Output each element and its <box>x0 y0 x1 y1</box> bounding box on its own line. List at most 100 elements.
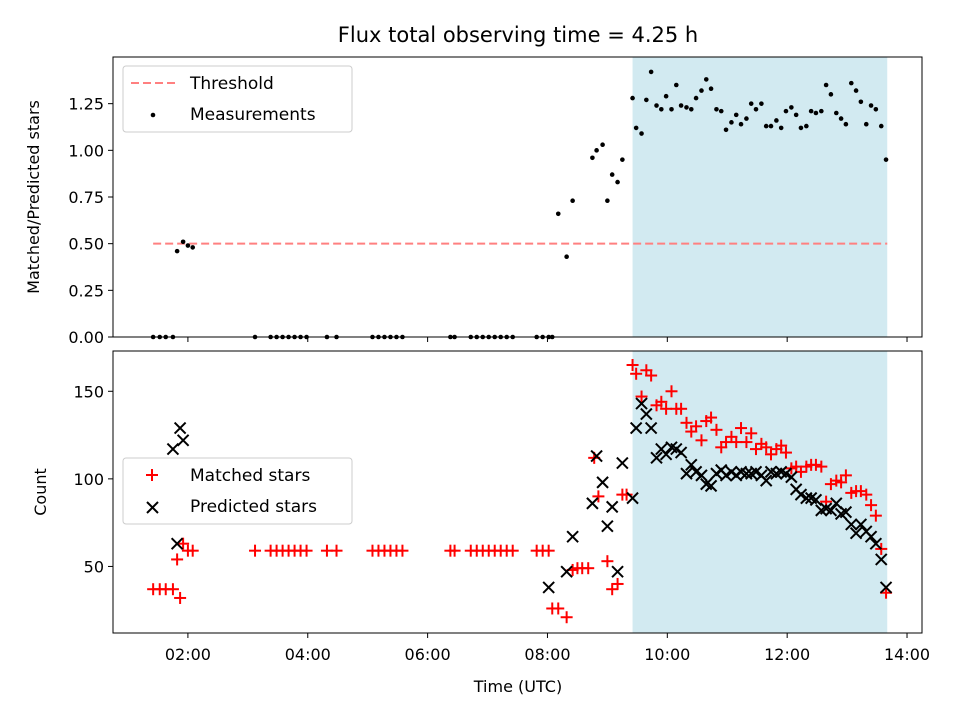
predicted-point-b <box>605 500 619 514</box>
measurement-point <box>783 108 789 114</box>
matched-point <box>542 544 555 557</box>
matched-point <box>735 422 748 435</box>
matched-point <box>655 395 668 408</box>
matched-point <box>730 436 743 449</box>
measurement-point <box>659 106 664 112</box>
predicted-point-b <box>560 565 573 578</box>
matched-point <box>506 544 519 557</box>
predicted-point-b <box>170 537 184 550</box>
predicted-point-b <box>864 530 878 543</box>
measurement-point <box>858 99 864 105</box>
matched-point <box>249 544 262 557</box>
matched-point <box>835 476 848 489</box>
measurement-point <box>190 245 196 250</box>
measurement-point <box>793 112 799 118</box>
predicted-point-b <box>719 469 733 482</box>
measurement-point <box>620 157 625 162</box>
bottom-legend-box <box>122 457 353 525</box>
x-tick-label: 02:00 <box>165 645 211 664</box>
predicted-point <box>685 458 698 472</box>
predicted-point <box>650 451 663 465</box>
legend-matched-label: Matched stars <box>190 466 310 486</box>
measurement-point <box>774 118 779 123</box>
top-observing-window <box>632 57 888 337</box>
predicted-point <box>845 518 858 531</box>
matched-point <box>592 490 605 503</box>
measurement-point <box>674 82 679 88</box>
predicted-point-b <box>879 581 893 594</box>
measurement-point <box>768 123 774 129</box>
predicted-point-b <box>704 479 718 493</box>
matched-point <box>764 448 777 461</box>
predicted-point <box>875 553 888 566</box>
matched-point <box>166 583 179 596</box>
matched-point <box>300 544 313 557</box>
predicted-point-b <box>819 502 833 515</box>
matched-point <box>680 416 693 429</box>
top-y-tick-label: 0.25 <box>68 281 104 300</box>
predicted-point <box>640 407 653 421</box>
matched-point <box>635 390 648 403</box>
matched-point <box>606 583 619 596</box>
top-y-axis-label: Matched/Predicted stars <box>24 100 43 294</box>
measurement-point <box>663 93 669 99</box>
predicted-point <box>616 456 629 470</box>
measurement-point <box>669 106 674 112</box>
predicted-point-b <box>774 465 788 479</box>
measurement-point <box>804 123 809 129</box>
predicted-point-b <box>640 407 653 421</box>
predicted-point <box>749 465 763 479</box>
predicted-point <box>785 470 798 484</box>
predicted-point <box>176 434 190 447</box>
top-x-ticks <box>187 337 908 342</box>
predicted-point-b <box>166 442 180 456</box>
measurement-point <box>868 103 874 108</box>
predicted-point <box>869 537 883 550</box>
predicted-point <box>590 449 603 463</box>
bottom-y-tick-label: 150 <box>73 382 104 401</box>
measurement-point <box>718 108 724 114</box>
measurement-point <box>733 112 739 118</box>
predicted-point <box>173 421 187 435</box>
measurement-point <box>633 125 639 131</box>
predicted-point <box>794 488 808 501</box>
predicted-point <box>611 565 624 578</box>
legend-predicted-swatch <box>146 501 159 514</box>
measurement-point <box>759 101 764 106</box>
matched-point <box>720 436 733 449</box>
x-tick-label: 06:00 <box>405 645 451 664</box>
matched-point <box>745 427 758 440</box>
measurement-point <box>570 198 575 204</box>
predicted-point-b <box>659 448 673 461</box>
predicted-point <box>166 442 180 456</box>
measurement-point <box>744 116 749 121</box>
legend-threshold-label: Threshold <box>189 74 274 94</box>
matched-point <box>809 458 822 471</box>
matched-point <box>865 499 878 512</box>
predicted-point-b <box>566 530 579 543</box>
matched-point <box>705 411 718 424</box>
predicted-point <box>674 446 688 459</box>
matched-point <box>601 555 614 568</box>
matched-point <box>396 544 409 557</box>
matched-point <box>675 402 688 415</box>
x-tick-label: 04:00 <box>285 645 331 664</box>
bottom-axes-frame <box>112 350 923 634</box>
predicted-point <box>849 526 863 540</box>
predicted-point <box>879 581 893 594</box>
legend-measurements-label: Measurements <box>190 105 316 125</box>
top-y-tick-label: 0.75 <box>68 188 104 207</box>
matched-point <box>665 385 678 398</box>
predicted-point-b <box>845 518 858 531</box>
predicted-point <box>809 493 823 507</box>
matched-point <box>775 439 788 452</box>
measurement-point <box>594 148 599 153</box>
predicted-point-b <box>176 434 190 447</box>
predicted-point-b <box>824 504 838 517</box>
measurement-point <box>615 179 620 185</box>
matched-point <box>177 537 190 550</box>
top-y-tick-label: 0.00 <box>68 328 104 347</box>
predicted-point-b <box>611 565 624 578</box>
predicted-point <box>635 397 648 410</box>
